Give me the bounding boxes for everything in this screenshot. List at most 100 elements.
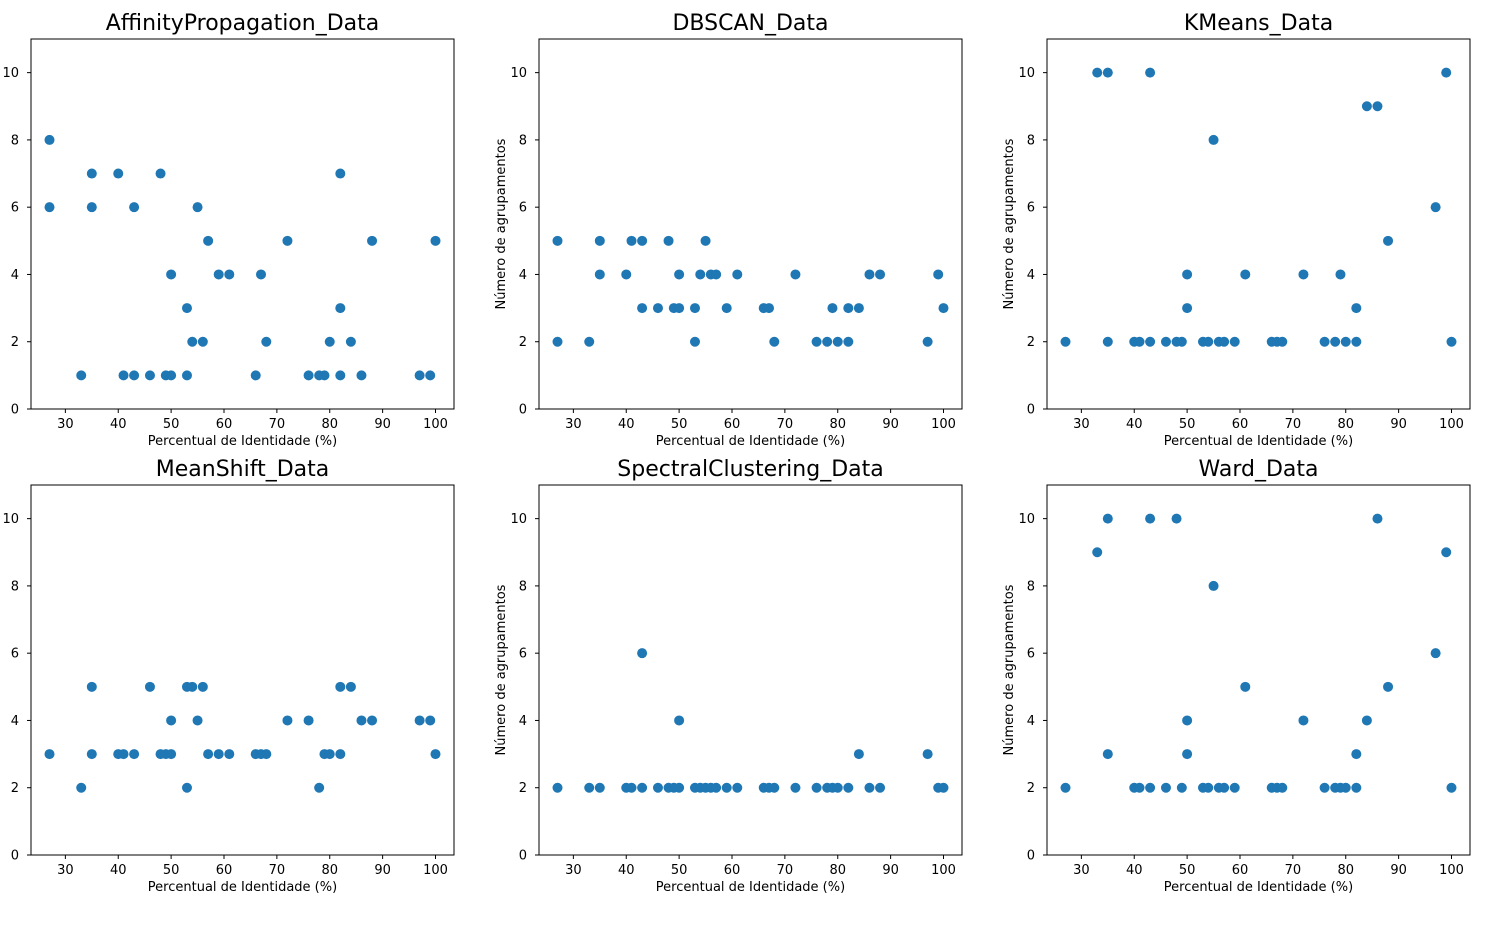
scatter-point: [864, 269, 875, 280]
y-tick-label: 6: [1027, 201, 1035, 216]
scatter-point: [843, 303, 854, 314]
scatter-point: [1298, 269, 1309, 280]
y-tick-label: 2: [519, 335, 527, 350]
x-tick-label: 70: [1285, 417, 1302, 432]
y-tick-label: 8: [519, 133, 527, 148]
plot-frame: [30, 484, 455, 856]
scatter-point: [822, 336, 833, 347]
scatter-point: [1229, 336, 1240, 347]
scatter-point: [324, 336, 335, 347]
y-tick-label: 6: [1027, 647, 1035, 662]
scatter-point: [1277, 782, 1288, 793]
scatter-point: [933, 269, 944, 280]
scatter-point: [118, 749, 129, 760]
y-tick-label: 10: [510, 512, 527, 527]
scatter-point: [129, 370, 140, 381]
scatter-point: [700, 235, 711, 246]
scatter-point: [367, 235, 378, 246]
scatter-point: [711, 782, 722, 793]
scatter-point: [922, 749, 933, 760]
scatter-point: [1441, 547, 1452, 558]
scatter-point: [319, 370, 330, 381]
scatter-point: [324, 749, 335, 760]
scatter-point: [1361, 715, 1372, 726]
x-tick-label: 30: [565, 417, 582, 432]
scatter-point: [1430, 648, 1441, 659]
scatter-point: [113, 168, 124, 179]
y-tick-label: 8: [1027, 579, 1035, 594]
scatter-point: [118, 370, 129, 381]
x-tick-label: 40: [1126, 863, 1143, 878]
x-tick-label: 70: [269, 863, 286, 878]
scatter-point: [1372, 513, 1383, 524]
x-tick-label: 50: [163, 417, 180, 432]
x-tick-label: 60: [724, 863, 741, 878]
scatter-point: [1160, 336, 1171, 347]
scatter-point: [1182, 715, 1193, 726]
scatter-point: [689, 303, 700, 314]
scatter-point: [790, 269, 801, 280]
scatter-point: [1340, 782, 1351, 793]
scatter-point: [711, 269, 722, 280]
x-tick-label: 60: [1232, 417, 1249, 432]
scatter-point: [1383, 235, 1394, 246]
scatter-point: [1361, 101, 1372, 112]
scatter-point: [732, 782, 743, 793]
scatter-point: [1441, 67, 1452, 78]
scatter-point: [1319, 336, 1330, 347]
y-tick-label: 6: [11, 201, 19, 216]
scatter-point: [1372, 101, 1383, 112]
scatter-point: [425, 370, 436, 381]
scatter-series: [1060, 513, 1457, 793]
scatter-point: [637, 235, 648, 246]
y-axis-label: Número de agrupamentos: [494, 138, 509, 309]
x-tick-label: 30: [57, 863, 74, 878]
y-tick-label: 0: [519, 849, 527, 864]
scatter-point: [732, 269, 743, 280]
scatter-point: [674, 303, 685, 314]
scatter-point: [256, 269, 267, 280]
scatter-point: [155, 168, 166, 179]
scatter-point: [192, 715, 203, 726]
x-tick-label: 70: [1285, 863, 1302, 878]
x-tick-label: 50: [671, 863, 688, 878]
scatter-point: [44, 749, 55, 760]
scatter-point: [853, 749, 864, 760]
scatter-point: [594, 782, 605, 793]
scatter-point: [250, 370, 261, 381]
scatter-point: [356, 370, 367, 381]
x-tick-label: 60: [216, 863, 233, 878]
scatter-point: [345, 681, 356, 692]
subplot-3: KMeans_Data 30 40 50 60 70 80 90 100 0 2 4 6 8 10 Perce…: [1002, 11, 1471, 449]
scatter-series: [44, 134, 441, 381]
subplot-title: KMeans_Data: [1184, 11, 1333, 36]
scatter-point: [1383, 681, 1394, 692]
scatter-point: [314, 782, 325, 793]
scatter-point: [674, 782, 685, 793]
x-tick-label: 40: [110, 863, 127, 878]
scatter-point: [843, 336, 854, 347]
y-tick-label: 4: [1027, 268, 1035, 283]
scatter-point: [187, 336, 198, 347]
scatter-point: [1145, 513, 1156, 524]
scatter-point: [1102, 336, 1113, 347]
scatter-point: [1102, 749, 1113, 760]
y-tick-label: 4: [1027, 714, 1035, 729]
scatter-series: [552, 235, 949, 347]
scatter-point: [1219, 782, 1230, 793]
x-tick-label: 100: [1439, 417, 1464, 432]
scatter-point: [674, 715, 685, 726]
scatter-point: [86, 681, 97, 692]
scatter-point: [1160, 782, 1171, 793]
y-tick-label: 8: [1027, 133, 1035, 148]
x-tick-label: 40: [1126, 417, 1143, 432]
scatter-point: [181, 370, 192, 381]
scatter-point: [203, 235, 214, 246]
scatter-point: [1102, 67, 1113, 78]
x-tick-label: 70: [777, 863, 794, 878]
x-tick-label: 80: [829, 417, 846, 432]
x-axis-label: Percentual de Identidade (%): [656, 880, 845, 895]
scatter-point: [1145, 67, 1156, 78]
y-tick-label: 2: [519, 781, 527, 796]
